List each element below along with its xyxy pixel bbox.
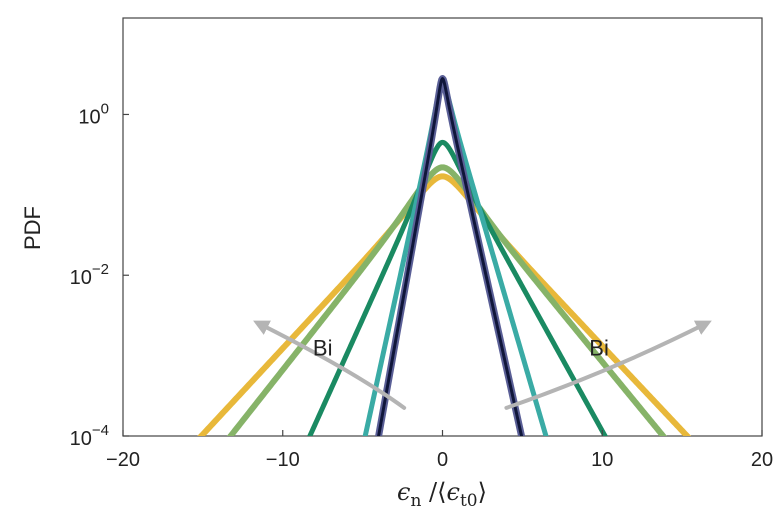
series-line-3 (307, 139, 608, 436)
y-tick-label-0: 100 (78, 100, 109, 128)
series-line-6 (377, 77, 524, 436)
tick-layer: −20 −10 0 10 20 100 10−2 10−4 (70, 100, 773, 471)
annotation-bi-left: Bi (313, 336, 333, 361)
x-axis-label: ϵn /⟨ϵt0⟩ (397, 478, 487, 511)
left-arrow (253, 320, 407, 410)
x-tick-label-4: 20 (751, 449, 773, 471)
series-line-1 (197, 173, 692, 436)
x-tick-label-2: 0 (437, 449, 448, 471)
x-label-main: ϵ (397, 478, 410, 506)
series-line-2 (226, 164, 668, 436)
series-layer (197, 75, 692, 436)
arrow-layer (253, 320, 712, 410)
y-axis-label: PDF (20, 206, 45, 250)
y-tick-label-1: 10−2 (70, 261, 109, 289)
y-tick-label-2: 10−4 (70, 422, 109, 450)
x-label-denom: ϵ (447, 478, 460, 506)
x-label-main-sub: n (410, 491, 421, 511)
x-tick-label-3: 10 (591, 449, 613, 471)
x-tick-label-0: −20 (106, 449, 140, 471)
x-label-sep: /⟨ (421, 478, 446, 506)
x-tick-label-1: −10 (266, 449, 300, 471)
x-label-denom-sub: t0 (460, 491, 478, 511)
x-label-close: ⟩ (478, 478, 487, 506)
annotation-bi-right: Bi (589, 336, 609, 361)
right-arrow (504, 320, 712, 410)
